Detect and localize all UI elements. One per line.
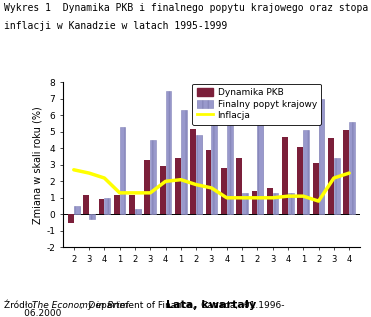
Bar [273, 193, 279, 214]
Bar [303, 130, 309, 214]
Text: inflacji w Kanadzie w latach 1995-1999: inflacji w Kanadzie w latach 1995-1999 [4, 21, 227, 31]
Bar [349, 122, 355, 214]
Text: The Economy in Brief: The Economy in Brief [32, 301, 128, 310]
Bar [144, 160, 150, 214]
Text: 06.2000: 06.2000 [4, 309, 61, 317]
Bar [89, 214, 95, 219]
Bar [313, 163, 319, 214]
Bar [135, 209, 141, 214]
Bar [211, 124, 217, 214]
Bar [221, 168, 227, 214]
Bar [206, 150, 211, 214]
Bar [160, 166, 165, 214]
Bar [236, 158, 242, 214]
Bar [298, 147, 303, 214]
Y-axis label: Zmiana w skali roku (%): Zmiana w skali roku (%) [32, 106, 42, 224]
Bar [83, 195, 89, 214]
Bar [282, 137, 288, 214]
Bar [328, 139, 334, 214]
Bar [227, 110, 233, 214]
Bar [257, 124, 263, 214]
Text: Lata, kwartały: Lata, kwartały [166, 300, 257, 310]
Bar [334, 158, 340, 214]
Bar [319, 99, 324, 214]
Text: Wykres 1  Dynamika PKB i finalnego popytu krajowego oraz stopa: Wykres 1 Dynamika PKB i finalnego popytu… [4, 3, 368, 13]
Bar [181, 110, 187, 214]
Bar [288, 193, 294, 214]
Bar [114, 195, 120, 214]
Text: Źródło:: Źródło: [4, 301, 41, 310]
Bar [99, 199, 104, 214]
Bar [252, 191, 257, 214]
Bar [242, 193, 248, 214]
Bar [74, 206, 80, 214]
Text: ,  Department of Finance,  Canada,  01.1996-: , Department of Finance, Canada, 01.1996… [80, 301, 284, 310]
Legend: Dynamika PKB, Finalny popyt krajowy, Inflacja: Dynamika PKB, Finalny popyt krajowy, Inf… [192, 84, 321, 125]
Bar [104, 198, 110, 214]
Bar [190, 129, 196, 214]
Bar [343, 130, 349, 214]
Bar [68, 214, 74, 223]
Bar [150, 140, 156, 214]
Bar [129, 195, 135, 214]
Bar [196, 135, 202, 214]
Bar [120, 127, 125, 214]
Bar [175, 158, 181, 214]
Bar [165, 91, 171, 214]
Bar [267, 188, 273, 214]
